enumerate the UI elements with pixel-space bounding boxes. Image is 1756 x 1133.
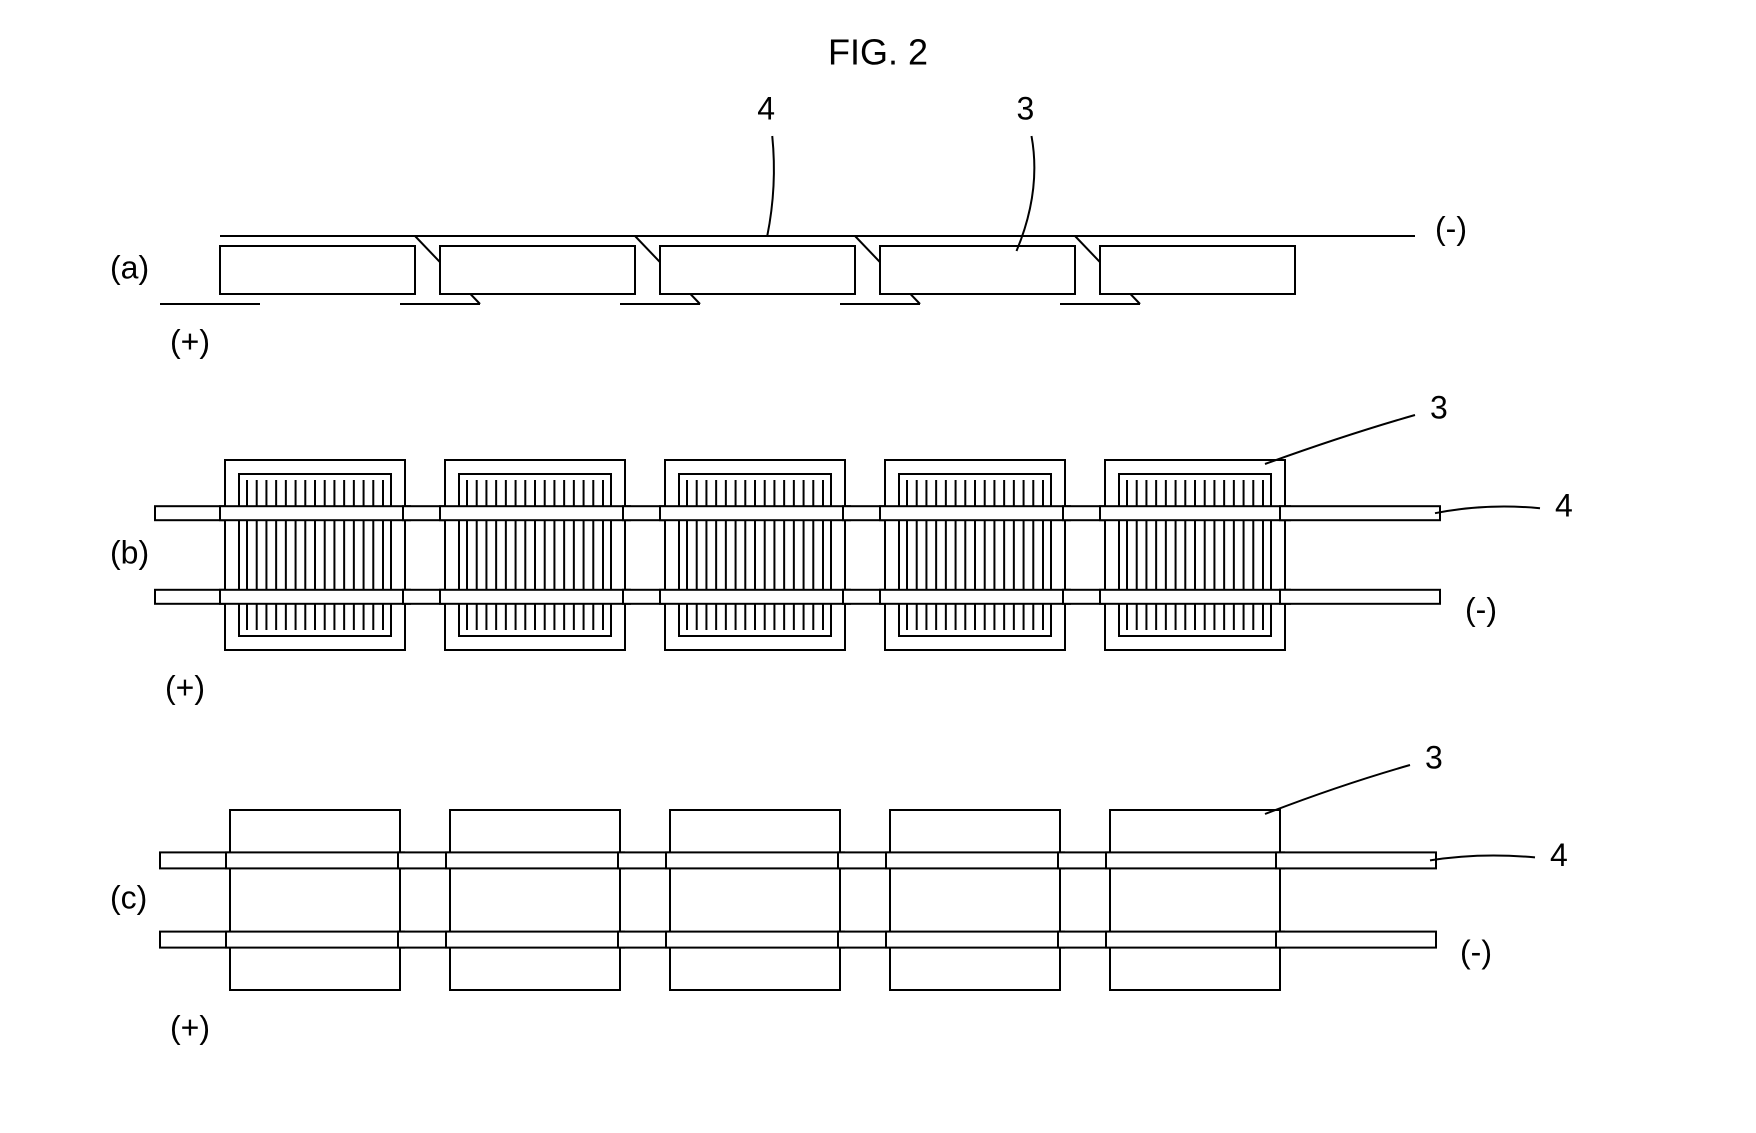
panel-c-plus: (+): [170, 1009, 210, 1045]
panel-b-minus: (-): [1465, 591, 1497, 627]
panel-a-minus: (-): [1435, 210, 1467, 246]
panel-c-callout-3: 3: [1425, 739, 1443, 775]
panel-c-minus: (-): [1460, 934, 1492, 970]
panel-b-callout-3: 3: [1430, 389, 1448, 425]
panel-a-label: (a): [110, 249, 149, 285]
figure-page: FIG. 2 (a) (+) (-) 4 3 (b) (+) (-) 3 4 (c) (+) (-) 3 4: [0, 0, 1756, 1128]
panel-a-plus: (+): [170, 323, 210, 359]
panel-c-callout-4: 4: [1550, 837, 1568, 873]
panel-b-plus: (+): [165, 669, 205, 705]
panel-a-callout-4: 4: [757, 90, 775, 126]
panel-b-label: (b): [110, 534, 149, 570]
figure-title: FIG. 2: [828, 32, 928, 73]
panel-b-callout-4: 4: [1555, 488, 1573, 524]
figure-svg: FIG. 2 (a) (+) (-) 4 3 (b) (+) (-) 3 4 (c) (+) (-) 3 4: [0, 0, 1756, 1128]
panel-a-callout-3: 3: [1017, 90, 1035, 126]
panel-c-label: (c): [110, 879, 147, 915]
